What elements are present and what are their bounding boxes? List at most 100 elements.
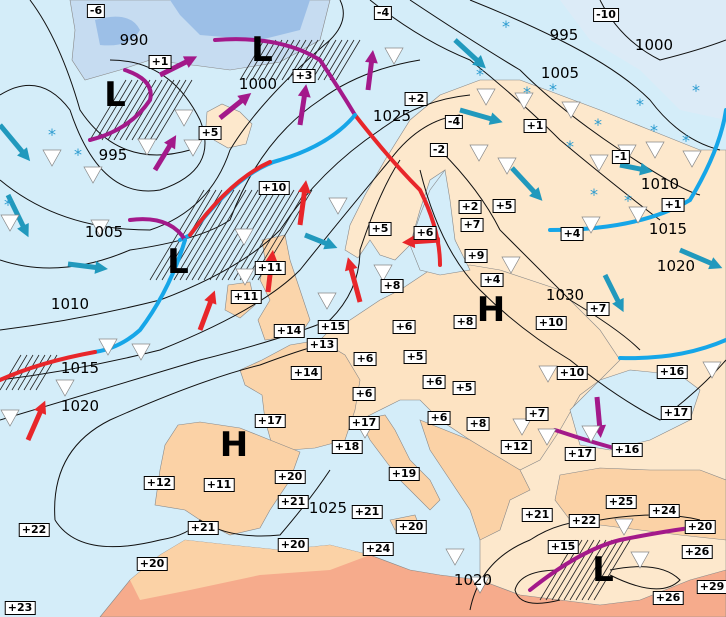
temperature-label: +17 [254, 414, 286, 428]
hatch-line [593, 539, 631, 601]
temperature-label: +8 [466, 417, 490, 431]
snowflake-icon: * [636, 95, 644, 114]
wind-arrow-icon [365, 57, 375, 91]
temperature-label: +9 [464, 249, 488, 263]
arrow-head-icon [402, 235, 416, 249]
snowflake-icon: * [48, 125, 56, 144]
shower-triangle-icon [445, 548, 465, 566]
arrow-head-icon [529, 187, 543, 201]
isobar-line [0, 94, 471, 331]
low-pressure-center: L [167, 242, 189, 282]
greenland-ice [95, 0, 310, 46]
arctic-ice [560, 0, 726, 120]
isobar-line [54, 469, 331, 548]
occluded-front [213, 37, 357, 117]
hatch-line [29, 354, 52, 391]
low-pressure-center: L [251, 30, 273, 70]
wind-arrows [0, 38, 723, 442]
hatch-line [185, 189, 241, 281]
wind-arrow-icon [5, 193, 28, 232]
temperature-label: +6 [353, 352, 377, 366]
isobar-label: 995 [549, 26, 579, 44]
hatch-line [89, 79, 127, 141]
wind-arrow-icon [594, 396, 603, 431]
wind-arrow-icon [602, 273, 623, 307]
shower-triangle-icon [234, 228, 254, 246]
north-africa-coast [130, 540, 370, 600]
shower-triangle-icon [55, 379, 75, 397]
temperature-label: +8 [380, 279, 404, 293]
wind-arrow-icon [218, 96, 247, 120]
temperature-label: +17 [564, 447, 596, 461]
shower-triangle-icon [317, 292, 337, 310]
shower-triangle-icon [581, 216, 601, 234]
temperature-label: +8 [453, 315, 477, 329]
wind-arrow-icon [510, 166, 539, 197]
isobar-line [514, 569, 561, 604]
hatch-line [551, 539, 589, 601]
arrow-head-icon [323, 237, 338, 250]
temperature-label: +23 [4, 601, 36, 615]
shower-triangle-icon [538, 365, 558, 383]
france [239, 339, 361, 451]
isobar-label: 1005 [540, 64, 580, 82]
temperature-label: +2 [458, 200, 482, 214]
temperature-label: +22 [568, 514, 600, 528]
hatch-line [317, 39, 343, 81]
arrow-head-icon [265, 250, 278, 264]
temperature-label: -4 [444, 115, 464, 129]
snowflake-icon: * [4, 195, 12, 214]
isobar-line [469, 0, 721, 151]
temperature-label: +13 [306, 338, 338, 352]
isobar-label: 1000 [634, 36, 674, 54]
temperature-label: +10 [258, 181, 290, 195]
arrow-head-icon [472, 55, 486, 69]
isobar-line [0, 0, 344, 231]
isobar-line [439, 149, 641, 351]
hatch-line [173, 189, 229, 281]
isobar-label: 1020 [656, 257, 696, 275]
temperature-label: +5 [452, 381, 476, 395]
snowflake-icon: * [566, 137, 574, 156]
temperature-label: +1 [148, 55, 172, 69]
wind-arrow-icon [459, 107, 496, 123]
high-pressure-center: H [219, 425, 249, 465]
isobar-line [609, 566, 681, 590]
temperature-label: +29 [696, 580, 726, 594]
temperature-label: +10 [535, 316, 567, 330]
hatch-line [179, 189, 235, 281]
high-pressure-center: H [476, 290, 506, 330]
hatch-line [143, 79, 181, 141]
hatch-line [95, 79, 133, 141]
temperature-label: -6 [86, 4, 106, 18]
wind-arrow-icon [297, 91, 308, 126]
temperature-label: +17 [348, 416, 380, 430]
hatch-line [239, 189, 295, 281]
temperature-label: +25 [605, 495, 637, 509]
arrow-head-icon [34, 400, 47, 415]
temperature-label: +1 [523, 119, 547, 133]
hatch-line [257, 39, 283, 81]
arrow-head-icon [612, 297, 624, 313]
snowflake-icon: * [549, 80, 557, 99]
shower-triangle-icon [174, 109, 194, 127]
isobar-line [54, 344, 321, 521]
hatch-line [587, 539, 625, 601]
shower-triangle-icon [512, 418, 532, 436]
temperature-label: +1 [661, 198, 685, 212]
hatch-line [197, 189, 253, 281]
low-pressure-center: L [592, 550, 614, 590]
temperature-label: +21 [277, 495, 309, 509]
hatch-line [203, 189, 259, 281]
temperature-label: +16 [656, 365, 688, 379]
hatch-line [131, 79, 169, 141]
temperature-label: +14 [290, 366, 322, 380]
shower-triangle-icon [561, 101, 581, 119]
temperature-label: +21 [187, 521, 219, 535]
temperature-label: +24 [648, 504, 680, 518]
hatch-line [251, 39, 277, 81]
snowflake-icon: * [502, 17, 510, 36]
arrow-head-icon [344, 257, 358, 272]
temperature-label: +6 [422, 375, 446, 389]
